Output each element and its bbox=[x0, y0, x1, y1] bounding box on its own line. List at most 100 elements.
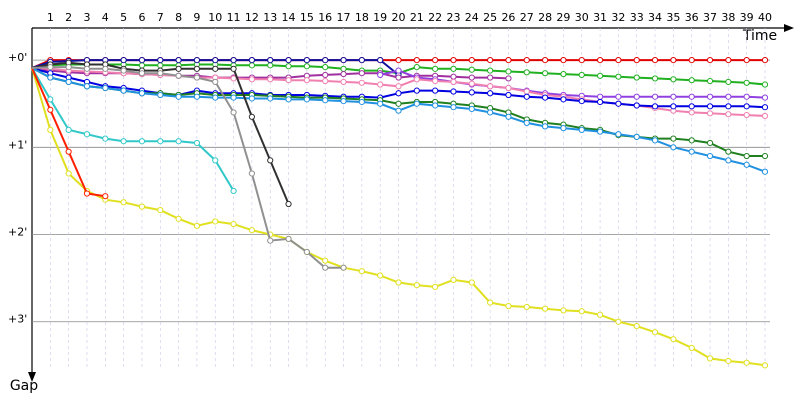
point bbox=[651, 75, 659, 82]
point bbox=[285, 235, 292, 242]
x-tick-label: 20 bbox=[392, 11, 406, 24]
point bbox=[670, 76, 677, 83]
point bbox=[761, 168, 769, 175]
point bbox=[450, 276, 457, 283]
point bbox=[725, 148, 732, 155]
point bbox=[761, 362, 769, 369]
x-tick-label: 13 bbox=[263, 11, 277, 24]
point bbox=[560, 57, 567, 64]
x-tick-label: 18 bbox=[355, 11, 369, 24]
point bbox=[560, 70, 567, 78]
point bbox=[193, 74, 201, 81]
point bbox=[395, 279, 402, 286]
point bbox=[285, 200, 292, 208]
point bbox=[102, 135, 109, 142]
point bbox=[395, 83, 402, 90]
point bbox=[120, 57, 127, 64]
point bbox=[83, 83, 91, 90]
point bbox=[413, 282, 420, 289]
point bbox=[743, 93, 750, 100]
point bbox=[505, 75, 512, 82]
point bbox=[743, 103, 750, 110]
x-tick-label: 12 bbox=[245, 11, 259, 24]
point bbox=[523, 57, 530, 64]
point bbox=[743, 161, 750, 168]
point bbox=[65, 126, 72, 133]
point bbox=[615, 318, 622, 325]
point bbox=[688, 148, 695, 155]
y-tick-label: +2' bbox=[8, 226, 27, 239]
point bbox=[761, 112, 769, 120]
point bbox=[432, 102, 439, 109]
y-tick-label: +3' bbox=[8, 313, 27, 326]
x-axis-arrow bbox=[784, 24, 794, 32]
point bbox=[248, 57, 255, 64]
point bbox=[230, 187, 237, 195]
point bbox=[230, 65, 237, 72]
x-tick-label: 9 bbox=[193, 11, 200, 24]
point bbox=[523, 69, 530, 76]
point bbox=[560, 96, 567, 103]
point bbox=[322, 77, 329, 85]
point bbox=[505, 68, 512, 75]
point bbox=[725, 111, 732, 118]
x-tick-label: 24 bbox=[465, 11, 479, 24]
point bbox=[193, 222, 201, 229]
point bbox=[303, 63, 310, 70]
point bbox=[212, 94, 219, 101]
point bbox=[248, 227, 255, 234]
point bbox=[468, 66, 475, 73]
x-tick-label: 38 bbox=[721, 11, 735, 24]
point bbox=[322, 71, 329, 79]
point bbox=[413, 87, 420, 94]
point bbox=[377, 57, 384, 64]
point bbox=[102, 65, 109, 72]
point bbox=[175, 93, 182, 100]
point bbox=[395, 67, 402, 74]
point bbox=[65, 148, 72, 155]
point bbox=[670, 103, 677, 110]
point bbox=[138, 62, 146, 69]
x-tick-label: 15 bbox=[300, 11, 314, 24]
x-tick-label: 33 bbox=[630, 11, 644, 24]
point bbox=[395, 57, 402, 64]
point bbox=[743, 57, 750, 64]
x-tick-label: 30 bbox=[575, 11, 589, 24]
point bbox=[267, 157, 274, 164]
point bbox=[340, 78, 347, 86]
point bbox=[212, 218, 219, 225]
point bbox=[175, 138, 182, 145]
point bbox=[725, 57, 732, 64]
point bbox=[615, 93, 622, 100]
point bbox=[83, 190, 91, 197]
point bbox=[523, 303, 530, 311]
x-tick-label: 21 bbox=[410, 11, 424, 24]
point bbox=[706, 93, 714, 100]
x-tick-label: 4 bbox=[102, 11, 109, 24]
point bbox=[542, 70, 549, 77]
point bbox=[706, 110, 714, 117]
point bbox=[267, 57, 274, 64]
point bbox=[450, 73, 457, 80]
y-tick-label: +1' bbox=[8, 138, 27, 151]
point bbox=[670, 57, 677, 64]
point bbox=[633, 93, 640, 100]
point bbox=[138, 138, 146, 145]
point bbox=[193, 93, 201, 100]
point bbox=[560, 307, 567, 314]
point bbox=[523, 93, 530, 100]
point bbox=[578, 98, 585, 105]
point bbox=[395, 107, 402, 114]
point bbox=[596, 93, 604, 100]
point bbox=[651, 93, 659, 100]
point bbox=[468, 89, 475, 96]
point bbox=[487, 90, 494, 97]
point bbox=[413, 63, 420, 71]
point bbox=[468, 74, 475, 81]
y-axis-arrow bbox=[28, 372, 36, 382]
point bbox=[285, 57, 292, 64]
point bbox=[395, 74, 402, 81]
point bbox=[688, 93, 695, 100]
x-tick-label: 8 bbox=[175, 11, 182, 24]
point bbox=[358, 79, 365, 86]
